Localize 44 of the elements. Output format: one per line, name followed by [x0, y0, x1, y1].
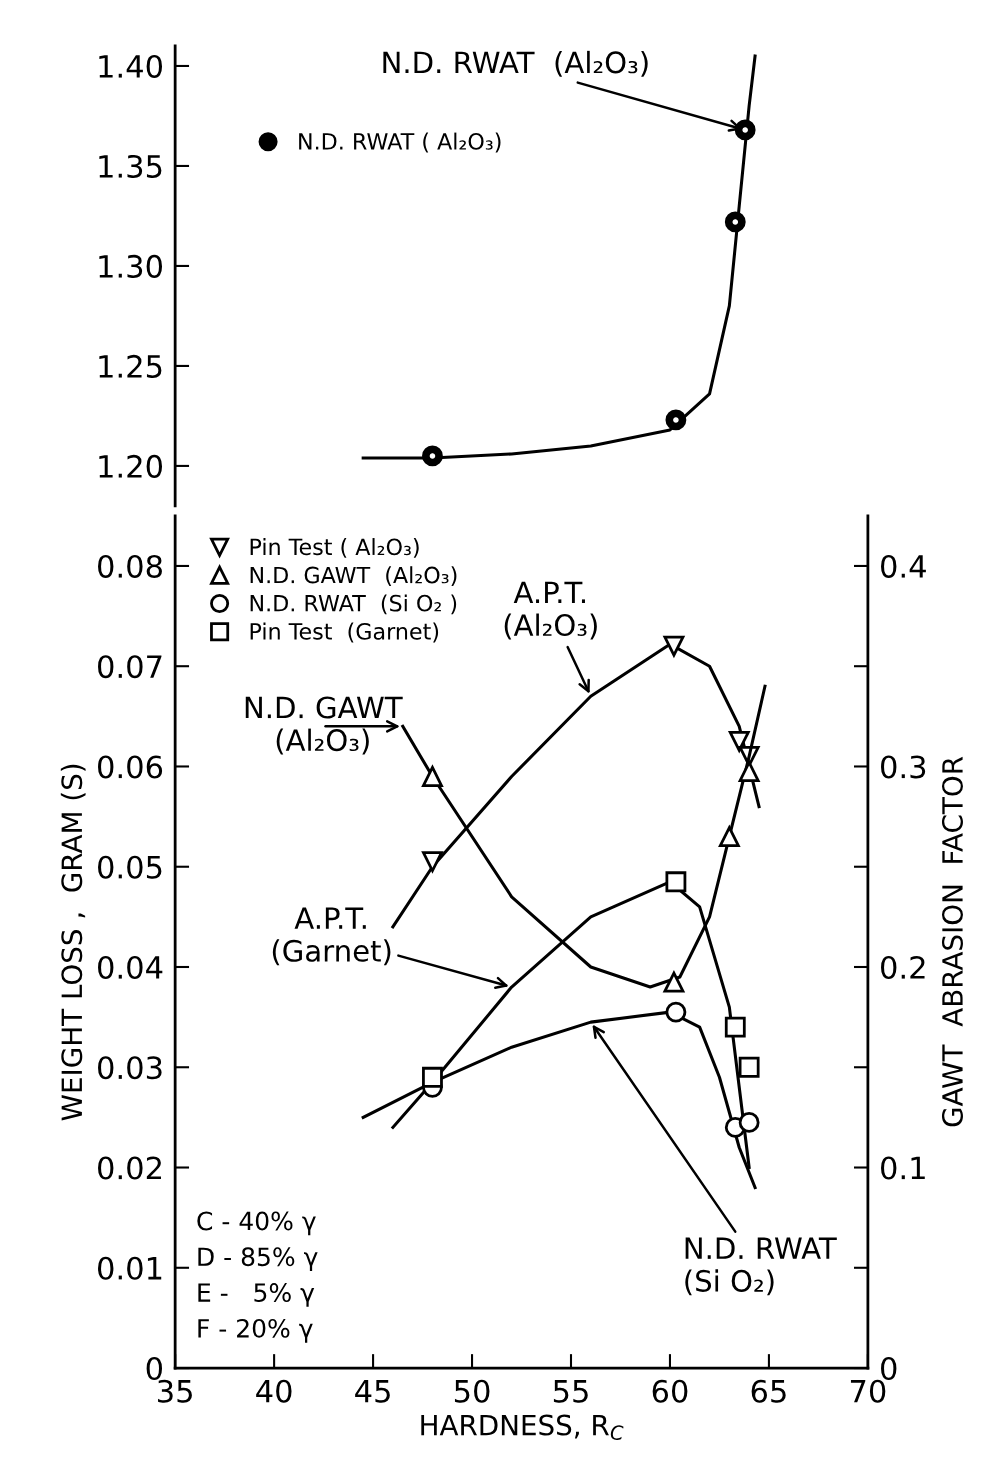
annotation: N.D. RWAT (Si O₂): [685, 1237, 837, 1296]
x-tick-label: 60: [652, 1379, 688, 1403]
y-tick-label: 0: [146, 1356, 163, 1381]
y-tick-label: 0.04: [98, 955, 163, 980]
y2-tick-label: 0.3: [881, 755, 926, 779]
x-tick-label: 55: [553, 1380, 588, 1403]
annotation: A.P.T. (Al₂O₃): [504, 581, 597, 640]
annotation: F - 20% γ: [198, 1318, 313, 1343]
y-tick-label: 1.25: [99, 354, 162, 378]
y-tick-label: 1.35: [99, 154, 162, 178]
y-tick-label: 0.06: [98, 755, 163, 779]
legend-label: N.D. RWAT ( Al₂O₃): [299, 132, 501, 153]
y-tick-label: 0.02: [98, 1156, 161, 1180]
y2-tick-label: 0: [881, 1356, 897, 1381]
y-tick-label: 0.07: [98, 655, 162, 679]
x-axis-title: HARDNESS, R$_{C}$: [421, 1414, 624, 1440]
x-tick-label: 70: [850, 1379, 886, 1403]
x-tick-label: 65: [751, 1379, 786, 1403]
annotation: N.D. RWAT (Al₂O₃): [383, 50, 648, 77]
y-tick-label: 0.08: [98, 554, 162, 578]
legend-label: Pin Test (Garnet): [250, 622, 439, 643]
x-tick-label: 50: [454, 1379, 490, 1403]
annotation: C - 40% γ: [197, 1211, 316, 1236]
annotation: E - 5% γ: [198, 1283, 315, 1307]
y2-tick-label: 0.4: [881, 554, 926, 578]
y2-tick-label: 0.1: [881, 1156, 925, 1180]
y-tick-label: 0.03: [98, 1056, 162, 1080]
annotation: A.P.T. (Garnet): [272, 907, 391, 966]
y2-tick-label: 0.2: [881, 955, 925, 980]
y-tick-label: 1.30: [99, 254, 163, 278]
x-tick-label: 40: [256, 1379, 292, 1403]
y-tick-label: 0.05: [98, 855, 162, 879]
annotation: N.D. GAWT (Al₂O₃): [245, 696, 403, 755]
x-tick-label: 45: [355, 1380, 390, 1403]
annotation: D - 85% γ: [198, 1247, 318, 1272]
legend-label: N.D. GAWT (Al₂O₃): [250, 566, 457, 587]
legend-label: Pin Test ( Al₂O₃): [250, 538, 419, 558]
legend-label: N.D. RWAT (Si O₂ ): [250, 594, 457, 615]
y2-axis-title: GAWT ABRASION FACTOR: [941, 756, 963, 1127]
x-tick-label: 35: [158, 1379, 192, 1403]
y-tick-label: 1.40: [99, 54, 163, 79]
y-tick-label: 1.20: [99, 454, 163, 478]
y-tick-label: 0.01: [98, 1256, 162, 1280]
y-axis-title: WEIGHT LOSS , GRAM (S): [60, 764, 86, 1121]
